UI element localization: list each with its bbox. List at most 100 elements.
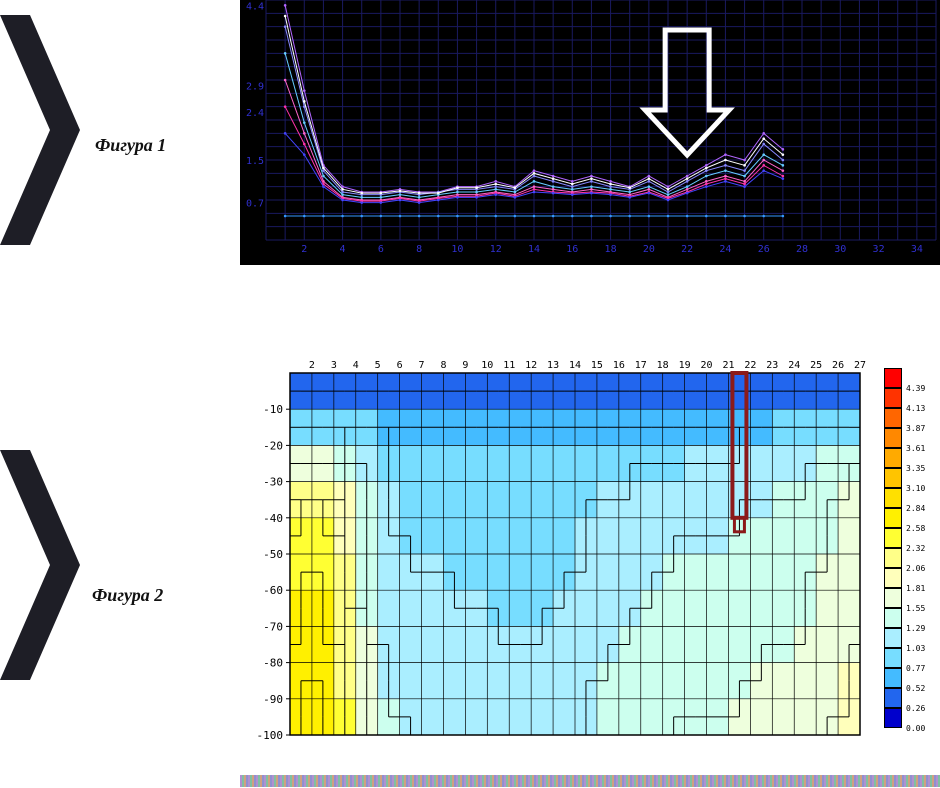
legend-label: 2.06 xyxy=(906,564,925,573)
svg-text:-50: -50 xyxy=(263,548,283,561)
svg-text:22: 22 xyxy=(744,360,756,371)
svg-text:19: 19 xyxy=(679,360,691,371)
legend-swatch xyxy=(884,468,902,488)
svg-text:7: 7 xyxy=(419,360,425,371)
figure-1-label: Фигура 1 xyxy=(95,135,166,156)
page: Фигура 1 Фигура 2 0.71.52.42.94.42468101… xyxy=(0,0,940,788)
noise-bar xyxy=(240,775,940,787)
legend-swatch xyxy=(884,448,902,468)
svg-text:3: 3 xyxy=(331,360,337,371)
legend-swatch xyxy=(884,488,902,508)
legend-swatch xyxy=(884,648,902,668)
svg-text:22: 22 xyxy=(681,244,693,255)
legend-swatch xyxy=(884,428,902,448)
svg-text:2: 2 xyxy=(309,360,315,371)
svg-text:-90: -90 xyxy=(263,693,283,706)
svg-text:4: 4 xyxy=(340,244,346,255)
svg-text:15: 15 xyxy=(591,360,603,371)
legend-swatch xyxy=(884,628,902,648)
heatmap-panel: 2345678910111213141516171819202122232425… xyxy=(240,355,940,755)
legend-swatch xyxy=(884,368,902,388)
svg-text:-40: -40 xyxy=(263,512,283,525)
heatmap-svg: 2345678910111213141516171819202122232425… xyxy=(240,355,940,755)
svg-text:27: 27 xyxy=(854,360,866,371)
svg-text:30: 30 xyxy=(834,244,846,255)
legend-label: 0.00 xyxy=(906,724,925,733)
legend-label: 1.55 xyxy=(906,604,925,613)
svg-text:20: 20 xyxy=(643,244,655,255)
svg-text:5: 5 xyxy=(375,360,381,371)
svg-text:-70: -70 xyxy=(263,620,283,633)
svg-text:25: 25 xyxy=(810,360,822,371)
svg-text:2: 2 xyxy=(301,244,307,255)
decor-arrow-2 xyxy=(0,450,80,680)
legend-swatch xyxy=(884,708,902,728)
legend-label: 1.29 xyxy=(906,624,925,633)
svg-text:32: 32 xyxy=(873,244,885,255)
legend-label: 4.39 xyxy=(906,384,925,393)
svg-text:-30: -30 xyxy=(263,476,283,489)
svg-text:10: 10 xyxy=(451,244,463,255)
svg-text:14: 14 xyxy=(569,360,581,371)
svg-text:4.4: 4.4 xyxy=(246,1,264,12)
legend-swatch xyxy=(884,388,902,408)
svg-text:24: 24 xyxy=(788,360,800,371)
svg-text:17: 17 xyxy=(635,360,647,371)
line-chart-panel: 0.71.52.42.94.42468101214161820222426283… xyxy=(240,0,940,265)
svg-text:-100: -100 xyxy=(257,729,284,742)
svg-text:26: 26 xyxy=(832,360,844,371)
legend-label: 1.03 xyxy=(906,644,925,653)
svg-text:6: 6 xyxy=(397,360,403,371)
svg-text:4: 4 xyxy=(353,360,359,371)
svg-text:9: 9 xyxy=(462,360,468,371)
figure-2-label: Фигура 2 xyxy=(92,585,163,606)
legend-label: 0.26 xyxy=(906,704,925,713)
legend-label: 3.35 xyxy=(906,464,925,473)
svg-text:2.4: 2.4 xyxy=(246,108,264,119)
legend-swatch xyxy=(884,408,902,428)
svg-text:16: 16 xyxy=(613,360,625,371)
svg-text:26: 26 xyxy=(758,244,770,255)
svg-text:12: 12 xyxy=(490,244,502,255)
svg-text:16: 16 xyxy=(566,244,578,255)
svg-text:8: 8 xyxy=(440,360,446,371)
legend-swatch xyxy=(884,508,902,528)
legend-label: 4.13 xyxy=(906,404,925,413)
decor-arrow-1 xyxy=(0,15,80,245)
svg-text:8: 8 xyxy=(416,244,422,255)
svg-text:18: 18 xyxy=(657,360,669,371)
svg-text:14: 14 xyxy=(528,244,540,255)
legend-label: 3.87 xyxy=(906,424,925,433)
legend-label: 3.61 xyxy=(906,444,925,453)
svg-text:13: 13 xyxy=(547,360,559,371)
svg-text:0.7: 0.7 xyxy=(246,199,264,210)
svg-text:12: 12 xyxy=(525,360,537,371)
legend-swatch xyxy=(884,688,902,708)
svg-text:-60: -60 xyxy=(263,584,283,597)
svg-text:-80: -80 xyxy=(263,657,283,670)
legend-label: 0.52 xyxy=(906,684,925,693)
legend-label: 2.84 xyxy=(906,504,925,513)
svg-text:34: 34 xyxy=(911,244,923,255)
legend-label: 3.10 xyxy=(906,484,925,493)
svg-text:18: 18 xyxy=(605,244,617,255)
legend-label: 1.81 xyxy=(906,584,925,593)
legend-label: 2.58 xyxy=(906,524,925,533)
legend-swatch xyxy=(884,528,902,548)
legend-swatch xyxy=(884,548,902,568)
svg-text:-10: -10 xyxy=(263,403,283,416)
svg-text:11: 11 xyxy=(503,360,515,371)
svg-text:2.9: 2.9 xyxy=(246,81,264,92)
legend-label: 0.77 xyxy=(906,664,925,673)
legend-swatch xyxy=(884,668,902,688)
svg-text:20: 20 xyxy=(701,360,713,371)
svg-text:23: 23 xyxy=(766,360,778,371)
legend-swatch xyxy=(884,588,902,608)
svg-text:28: 28 xyxy=(796,244,808,255)
svg-text:21: 21 xyxy=(722,360,734,371)
legend-swatch xyxy=(884,608,902,628)
svg-text:1.5: 1.5 xyxy=(246,156,264,167)
svg-text:24: 24 xyxy=(719,244,731,255)
legend-swatch xyxy=(884,568,902,588)
svg-text:-20: -20 xyxy=(263,439,283,452)
